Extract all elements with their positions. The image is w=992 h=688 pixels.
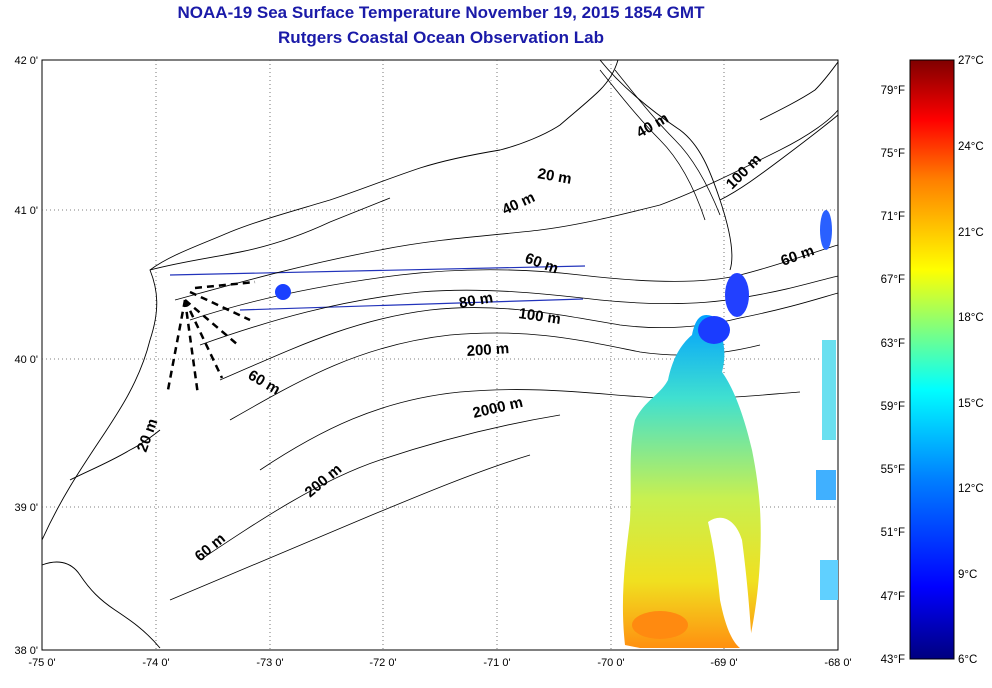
colorbar-c-label: 6°C xyxy=(958,654,977,666)
colorbar-c-label: 12°C xyxy=(958,483,984,495)
x-tick-label: -68 0' xyxy=(824,657,851,669)
colorbar-c-label: 9°C xyxy=(958,569,977,581)
x-tick-label: -75 0' xyxy=(28,657,55,669)
transect-lines xyxy=(169,265,586,311)
isobath-label: 100 m xyxy=(517,305,561,328)
colorbar-f-label: 79°F xyxy=(881,85,905,97)
x-tick-label: -72 0' xyxy=(369,657,396,669)
y-tick-label: 39 0' xyxy=(14,502,38,514)
y-axis: 42 0' 41 0' 40 0' 39 0' 38 0' xyxy=(14,55,38,657)
colorbar-c-label: 15°C xyxy=(958,398,984,410)
x-axis: -75 0' -74 0' -73 0' -72 0' -71 0' -70 0… xyxy=(28,657,851,669)
colorbar-f-label: 59°F xyxy=(881,401,905,413)
graticule xyxy=(42,60,838,650)
colorbar-f-label: 51°F xyxy=(881,527,905,539)
colorbar-f-label: 43°F xyxy=(881,654,905,666)
shipping-lanes xyxy=(166,280,256,396)
isobath-label: 20 m xyxy=(536,165,573,188)
x-tick-label: -74 0' xyxy=(142,657,169,669)
title-line-1: NOAA-19 Sea Surface Temperature November… xyxy=(177,3,705,22)
colorbar-c-label: 21°C xyxy=(958,227,984,239)
colorbar-f-label: 67°F xyxy=(881,274,905,286)
colorbar-c-label: 18°C xyxy=(958,312,984,324)
colorbar-gradient xyxy=(909,59,955,660)
colorbar-c-label: 24°C xyxy=(958,141,984,153)
colorbar-f-label: 71°F xyxy=(881,211,905,223)
x-tick-label: -69 0' xyxy=(710,657,737,669)
colorbar-c-label: 27°C xyxy=(958,55,984,67)
y-tick-label: 41 0' xyxy=(14,205,38,217)
colorbar-f-label: 47°F xyxy=(881,591,905,603)
sst-swath xyxy=(275,210,838,648)
x-tick-label: -73 0' xyxy=(256,657,283,669)
x-tick-label: -71 0' xyxy=(483,657,510,669)
y-tick-label: 40 0' xyxy=(14,354,38,366)
isobath-label: 80 m xyxy=(458,289,495,312)
title-line-2: Rutgers Coastal Ocean Observation Lab xyxy=(278,28,604,47)
coastline xyxy=(41,59,839,649)
colorbar: 79°F 75°F 71°F 67°F 63°F 59°F 55°F 51°F … xyxy=(881,55,984,666)
colorbar-f-label: 63°F xyxy=(881,338,905,350)
colorbar-f-label: 55°F xyxy=(881,464,905,476)
y-tick-label: 38 0' xyxy=(14,645,38,657)
y-tick-label: 42 0' xyxy=(14,55,38,67)
isobath-label: 200 m xyxy=(466,340,510,360)
colorbar-f-label: 75°F xyxy=(881,148,905,160)
x-tick-label: -70 0' xyxy=(597,657,624,669)
